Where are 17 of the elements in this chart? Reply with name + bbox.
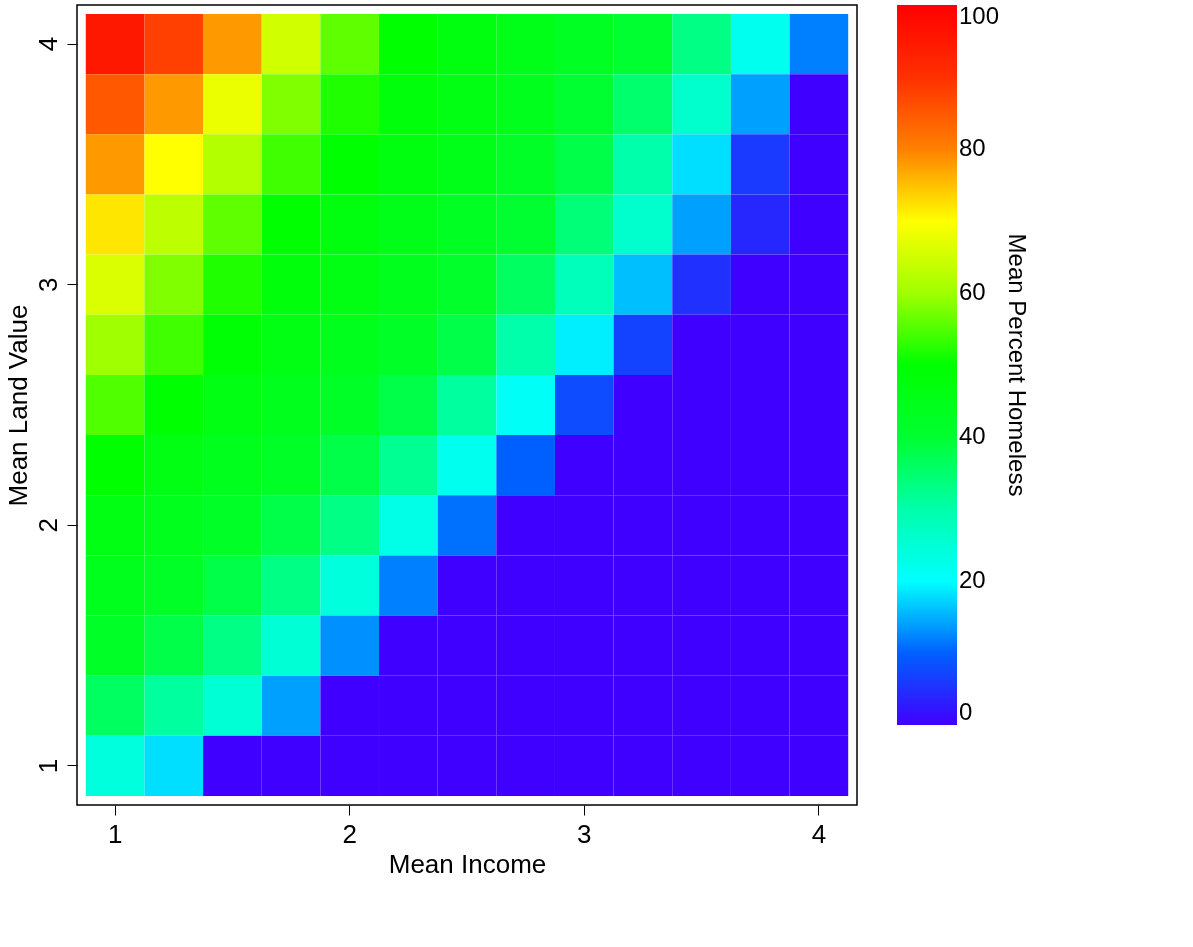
y-tick-label: 1 bbox=[32, 758, 63, 774]
color-bar-label: 40 bbox=[959, 422, 986, 449]
x-tick-label: 4 bbox=[811, 818, 827, 849]
x-tick-label: 1 bbox=[107, 818, 123, 849]
color-bar-label: 20 bbox=[959, 566, 986, 593]
x-tick-label: 2 bbox=[342, 818, 357, 849]
color-bar-label: 100 bbox=[959, 2, 1000, 29]
y-axis-title: Mean Land Value bbox=[2, 304, 33, 507]
x-tick-label: 3 bbox=[577, 818, 592, 849]
color-bar-label: 80 bbox=[959, 134, 986, 161]
color-bar-label: 60 bbox=[959, 278, 986, 305]
color-bar-label: 0 bbox=[959, 698, 973, 725]
x-axis-title: Mean Income bbox=[388, 848, 547, 879]
y-tick-label: 4 bbox=[32, 36, 63, 52]
y-tick-label: 2 bbox=[32, 518, 63, 533]
y-tick-label: 3 bbox=[32, 277, 63, 292]
color-bar-title: Mean Percent Homeless bbox=[1004, 233, 1031, 497]
